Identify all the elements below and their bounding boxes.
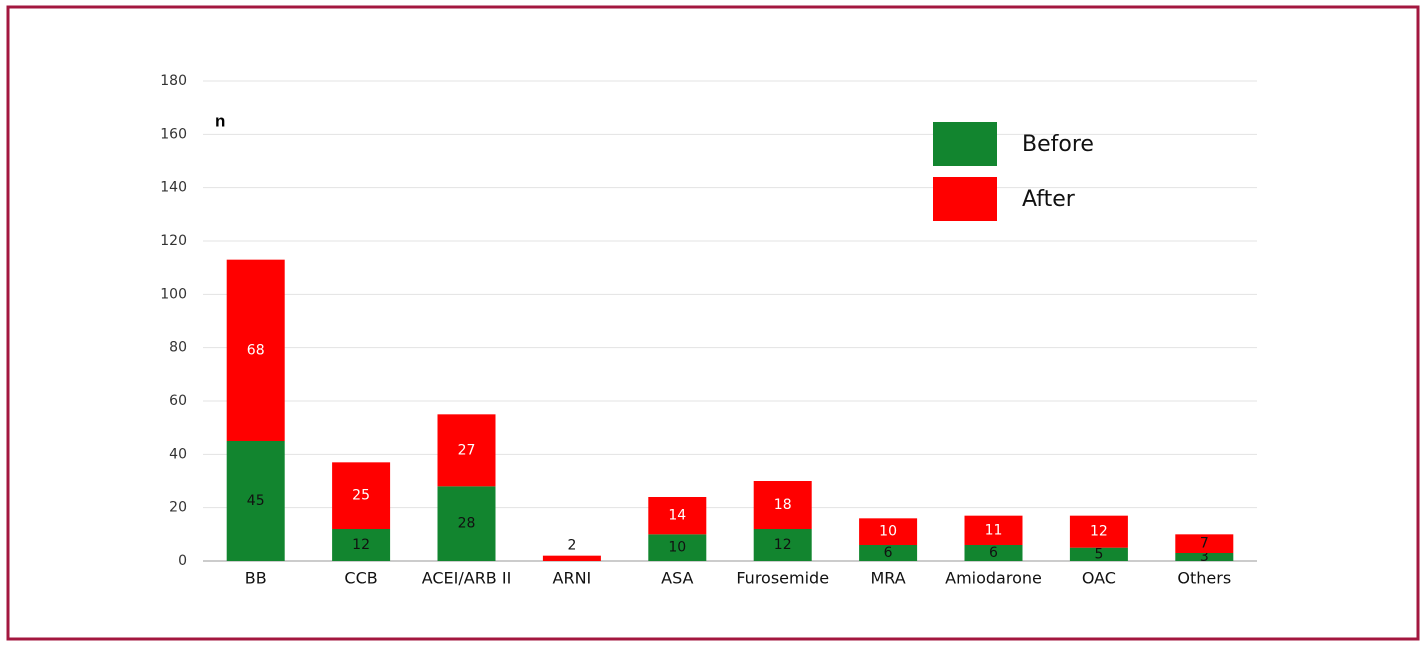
bar-segment	[859, 545, 918, 561]
bar-segment	[964, 545, 1023, 561]
y-tick-label: 80	[169, 340, 187, 356]
data-label: 45	[247, 493, 265, 509]
y-tick-label: 140	[160, 180, 187, 196]
frame-border	[6, 5, 1420, 641]
data-label: 27	[458, 442, 476, 458]
bar-segment	[648, 497, 707, 535]
y-tick-label: 120	[160, 233, 187, 249]
bar-segment	[859, 518, 918, 545]
data-label: 12	[1090, 524, 1108, 540]
data-label: 3	[1200, 549, 1209, 565]
legend-swatch	[933, 122, 997, 166]
data-label: 28	[458, 516, 476, 532]
y-tick-label: 180	[160, 73, 187, 89]
bar-segment	[332, 462, 391, 529]
data-label: 6	[989, 545, 998, 561]
y-tick-label: 100	[160, 286, 187, 302]
x-tick-label: ARNI	[553, 569, 592, 588]
data-label: 5	[1094, 546, 1103, 562]
bar-segment	[226, 441, 285, 561]
data-label: 25	[352, 488, 370, 504]
y-tick-label: 20	[169, 500, 187, 516]
legend-label: After	[1022, 187, 1076, 212]
data-label: 18	[774, 497, 792, 513]
bar-segment	[648, 534, 707, 561]
bar-segment	[1175, 534, 1234, 553]
data-label: 68	[247, 342, 265, 358]
x-tick-label: MRA	[870, 569, 905, 588]
data-label: 11	[985, 522, 1003, 538]
bar-segment	[1069, 547, 1128, 561]
data-label: 14	[668, 508, 686, 524]
y-tick-label: 40	[169, 446, 187, 462]
x-tick-label: Furosemide	[736, 569, 829, 588]
bar-segment	[226, 259, 285, 441]
data-label: 12	[774, 537, 792, 553]
x-tick-label: ASA	[661, 569, 693, 588]
bar-segment	[542, 555, 601, 561]
y-tick-label: 60	[169, 393, 187, 409]
data-label: 2	[567, 538, 576, 554]
data-label: 10	[668, 540, 686, 556]
legend-label: Before	[1022, 132, 1094, 157]
bar-segment	[332, 529, 391, 561]
x-tick-label: Amiodarone	[945, 569, 1042, 588]
legend-swatch	[933, 177, 997, 221]
bar-segment	[964, 515, 1023, 545]
x-tick-label: CCB	[344, 569, 377, 588]
y-tick-label: 160	[160, 126, 187, 142]
y-tick-label: 0	[178, 553, 187, 569]
bar-segment	[437, 486, 496, 561]
bar-segment	[1175, 553, 1234, 561]
bar-segment	[437, 414, 496, 487]
x-tick-label: ACEI/ARB II	[422, 569, 512, 588]
data-label: 12	[352, 537, 370, 553]
x-tick-label: BB	[245, 569, 267, 588]
data-label: 7	[1200, 536, 1209, 552]
bar-segment	[753, 529, 812, 561]
x-tick-label: OAC	[1082, 569, 1116, 588]
data-label: 10	[879, 524, 897, 540]
bar-segment	[1069, 515, 1128, 548]
x-tick-label: Others	[1177, 569, 1231, 588]
y-axis-label: n	[215, 111, 225, 130]
bar-segment	[753, 481, 812, 529]
data-label: 6	[884, 545, 893, 561]
